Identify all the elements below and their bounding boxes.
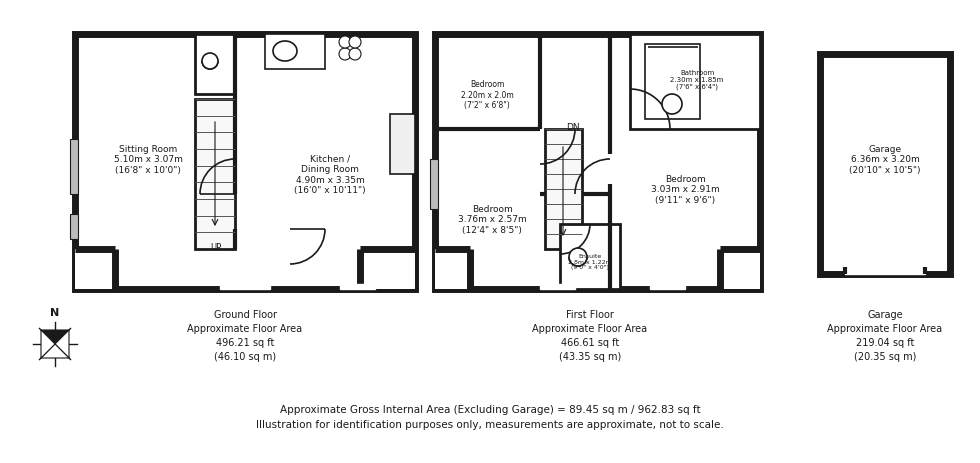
Bar	[390, 115, 415, 175]
Bar	[650, 284, 685, 289]
Bar	[645, 45, 700, 120]
Bar	[630, 35, 760, 130]
Bar	[70, 214, 78, 239]
Text: Approximate Floor Area: Approximate Floor Area	[827, 323, 943, 333]
Circle shape	[202, 54, 218, 70]
Polygon shape	[55, 330, 69, 358]
Bar	[195, 35, 235, 95]
Text: Bedroom
2.20m x 2.0m
(7'2" x 6'8"): Bedroom 2.20m x 2.0m (7'2" x 6'8")	[461, 80, 514, 110]
Text: 466.61 sq ft: 466.61 sq ft	[561, 337, 619, 347]
Text: UP: UP	[211, 243, 221, 252]
Bar	[540, 284, 575, 289]
Text: N: N	[50, 307, 60, 317]
Polygon shape	[41, 344, 69, 358]
Bar	[560, 225, 620, 289]
Bar	[70, 140, 78, 194]
Bar	[265, 35, 325, 70]
Polygon shape	[41, 330, 69, 344]
Bar	[75, 35, 415, 289]
Text: 496.21 sq ft: 496.21 sq ft	[216, 337, 274, 347]
Bar	[195, 100, 235, 250]
Circle shape	[339, 37, 351, 49]
Text: (43.35 sq m): (43.35 sq m)	[559, 351, 621, 361]
Bar	[435, 250, 470, 289]
Text: DN: DN	[566, 122, 580, 131]
Bar	[430, 160, 438, 210]
Circle shape	[349, 37, 361, 49]
Text: Approximate Floor Area: Approximate Floor Area	[532, 323, 648, 333]
Bar	[220, 284, 270, 289]
Text: Ensuite
2.8m x 1.22m
(9'0" x 4'0"): Ensuite 2.8m x 1.22m (9'0" x 4'0")	[568, 253, 612, 270]
Circle shape	[569, 249, 587, 266]
Circle shape	[339, 49, 351, 61]
Text: Ground Floor: Ground Floor	[214, 309, 276, 319]
Text: Kitchen /
Dining Room
4.90m x 3.35m
(16'0" x 10'11"): Kitchen / Dining Room 4.90m x 3.35m (16'…	[294, 155, 366, 194]
Bar	[340, 284, 375, 289]
Text: Illustration for identification purposes only, measurements are approximate, not: Illustration for identification purposes…	[256, 419, 724, 429]
Bar	[720, 250, 760, 289]
Text: Sitting Room
5.10m x 3.07m
(16'8" x 10'0"): Sitting Room 5.10m x 3.07m (16'8" x 10'0…	[114, 145, 182, 175]
Text: Approximate Gross Internal Area (Excluding Garage) = 89.45 sq m / 962.83 sq ft: Approximate Gross Internal Area (Excludi…	[279, 404, 701, 414]
Text: 219.04 sq ft: 219.04 sq ft	[856, 337, 914, 347]
Bar	[820, 55, 950, 275]
Text: First Floor: First Floor	[566, 309, 613, 319]
Bar	[435, 35, 760, 289]
Bar	[360, 250, 415, 289]
Text: Garage
6.36m x 3.20m
(20'10" x 10'5"): Garage 6.36m x 3.20m (20'10" x 10'5")	[850, 145, 921, 175]
Bar	[845, 269, 925, 275]
Text: Bathroom
2.30m x 1.85m
(7'6" x 6'4"): Bathroom 2.30m x 1.85m (7'6" x 6'4")	[670, 69, 723, 90]
Polygon shape	[41, 330, 55, 358]
Circle shape	[662, 95, 682, 115]
Bar	[545, 130, 582, 250]
Circle shape	[349, 49, 361, 61]
Bar	[75, 250, 115, 289]
Text: Garage: Garage	[867, 309, 903, 319]
Text: Approximate Floor Area: Approximate Floor Area	[187, 323, 303, 333]
Text: Bedroom
3.03m x 2.91m
(9'11" x 9'6"): Bedroom 3.03m x 2.91m (9'11" x 9'6")	[651, 175, 719, 205]
Text: (20.35 sq m): (20.35 sq m)	[854, 351, 916, 361]
Text: Bedroom
3.76m x 2.57m
(12'4" x 8'5"): Bedroom 3.76m x 2.57m (12'4" x 8'5")	[458, 205, 526, 234]
Text: (46.10 sq m): (46.10 sq m)	[214, 351, 276, 361]
